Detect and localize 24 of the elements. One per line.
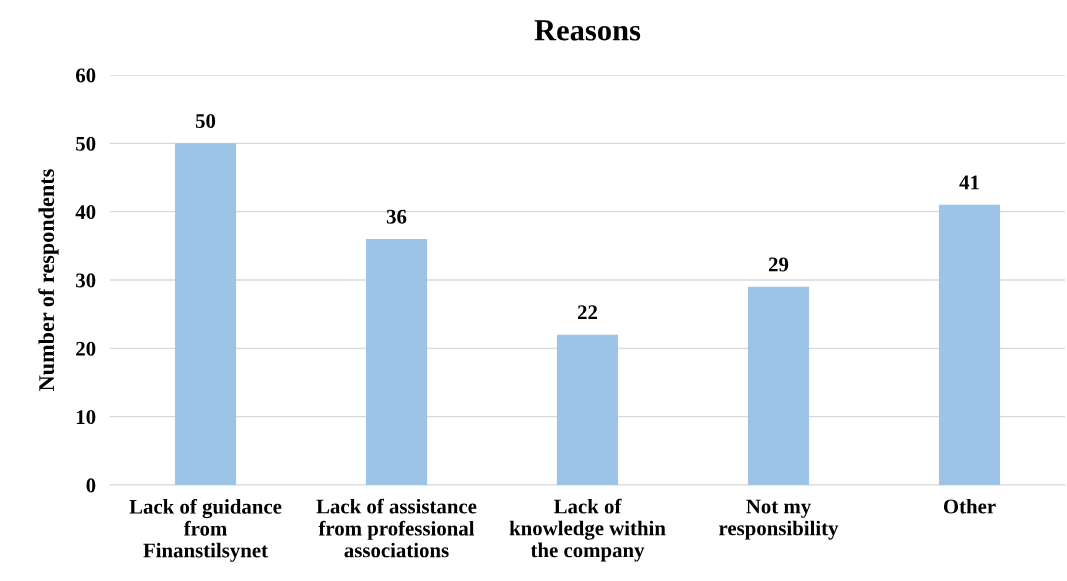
y-tick-label: 40 <box>75 205 96 220</box>
data-label: 50 <box>195 113 216 128</box>
data-label: 22 <box>577 305 598 320</box>
y-tick-label: 20 <box>76 341 96 356</box>
data-label: 41 <box>959 175 979 190</box>
y-tick-label: 50 <box>76 136 96 151</box>
y-tick-label: 10 <box>76 410 96 425</box>
bar <box>938 204 1001 485</box>
y-tick-label: 30 <box>76 273 96 288</box>
x-tick-label: Not my responsibility <box>719 499 839 540</box>
bar <box>747 286 810 485</box>
data-label: 29 <box>768 257 789 272</box>
bar <box>174 143 237 485</box>
y-axis-title: Number of respondents <box>38 169 59 391</box>
x-tick-label: Lack of knowledge within the company <box>509 498 666 562</box>
x-tick-label: Lack of assistance from professional associations <box>316 498 477 558</box>
bar <box>556 334 619 485</box>
y-tick-label: 0 <box>86 478 96 493</box>
x-tick-label: Other <box>943 498 996 514</box>
data-label: 36 <box>386 209 407 224</box>
y-tick-label: 60 <box>75 68 96 83</box>
chart-title: Reasons <box>534 20 641 41</box>
x-tick-label: Lack of guidance from Finanstilsynet <box>129 498 282 562</box>
bar <box>365 239 428 485</box>
